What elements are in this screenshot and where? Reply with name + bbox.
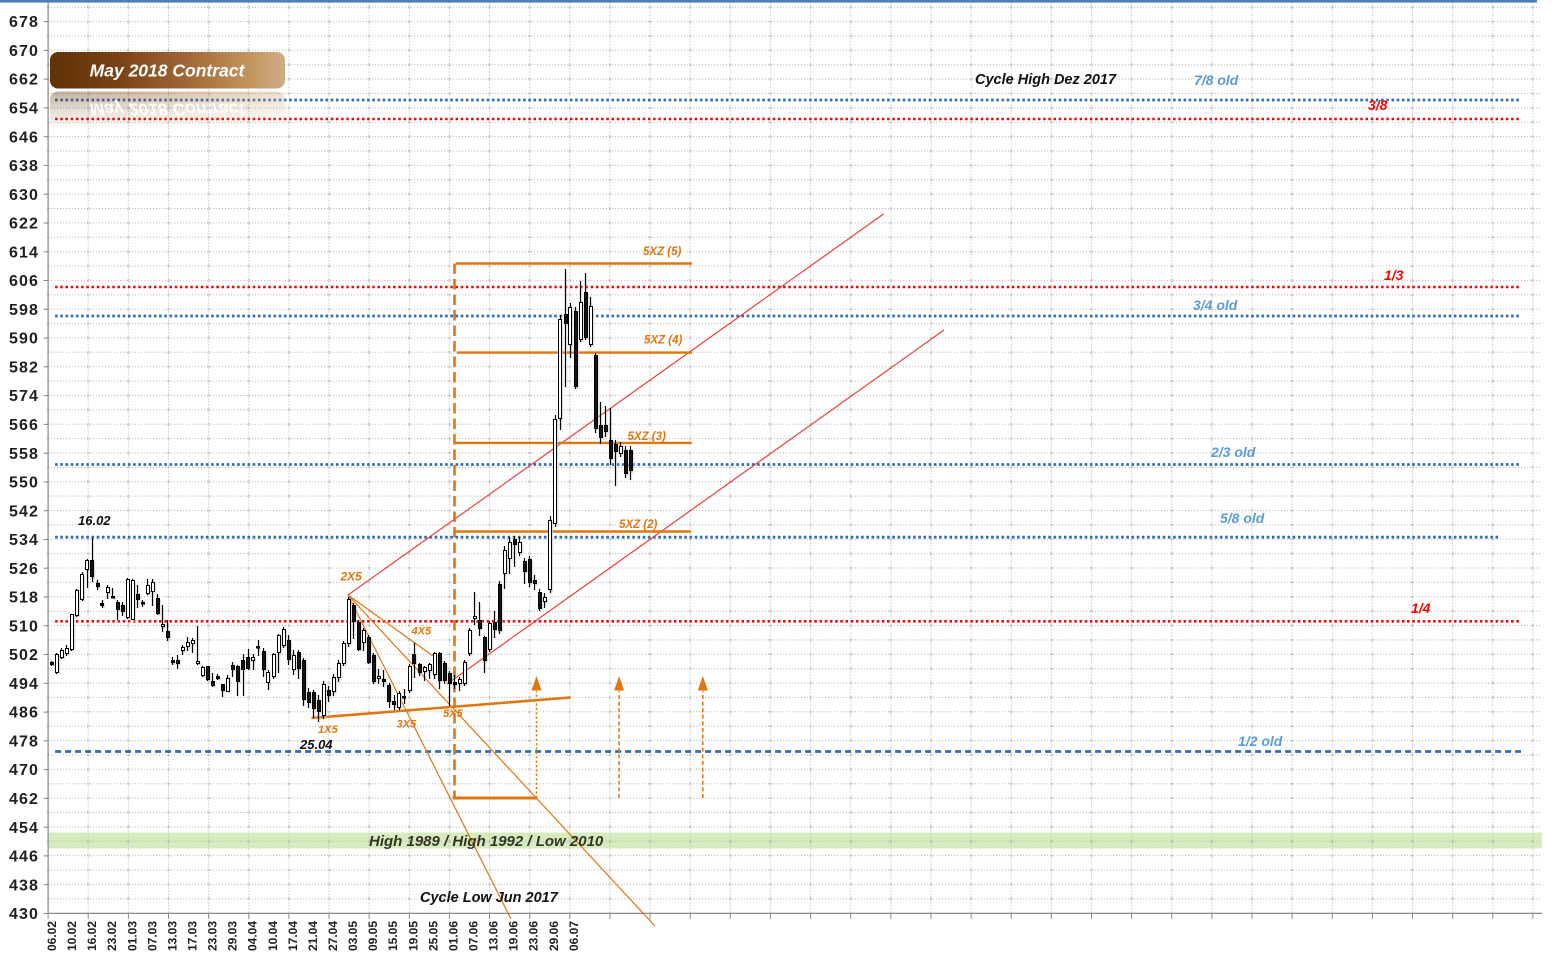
svg-text:7/8 old: 7/8 old	[1194, 72, 1239, 88]
svg-text:478: 478	[9, 734, 39, 751]
svg-text:Cycle Low Jun 2017: Cycle Low Jun 2017	[420, 890, 559, 906]
svg-text:1/2 old: 1/2 old	[1238, 733, 1283, 749]
svg-text:2X5: 2X5	[340, 570, 363, 584]
svg-text:07.03: 07.03	[145, 921, 159, 951]
svg-text:10.04: 10.04	[266, 921, 280, 951]
svg-text:550: 550	[9, 475, 39, 492]
svg-text:606: 606	[9, 273, 39, 290]
svg-text:638: 638	[9, 158, 39, 175]
svg-text:486: 486	[9, 705, 39, 722]
svg-text:23.03: 23.03	[206, 921, 220, 951]
svg-text:622: 622	[9, 216, 39, 233]
svg-text:01.03: 01.03	[125, 921, 139, 951]
svg-text:Cycle High Dez 2017: Cycle High Dez 2017	[975, 72, 1117, 88]
svg-text:614: 614	[9, 244, 39, 261]
svg-text:430: 430	[9, 906, 39, 923]
svg-text:27.04: 27.04	[326, 921, 340, 951]
svg-text:446: 446	[9, 849, 39, 866]
svg-text:13.06: 13.06	[487, 921, 501, 951]
svg-text:470: 470	[9, 762, 39, 779]
svg-text:23.06: 23.06	[527, 921, 541, 951]
svg-text:5XZ (3): 5XZ (3)	[628, 431, 667, 443]
svg-text:3X5: 3X5	[397, 719, 417, 731]
svg-text:510: 510	[9, 618, 39, 635]
svg-text:07.06: 07.06	[467, 921, 481, 951]
svg-text:17.04: 17.04	[286, 921, 300, 951]
svg-text:494: 494	[9, 676, 39, 693]
svg-text:May 2018 Contract: May 2018 Contract	[90, 100, 246, 120]
svg-text:1/4: 1/4	[1411, 600, 1431, 616]
svg-text:19.05: 19.05	[406, 921, 420, 951]
svg-text:10.02: 10.02	[65, 921, 79, 951]
svg-text:574: 574	[9, 388, 39, 405]
svg-text:06.07: 06.07	[567, 921, 581, 951]
svg-text:662: 662	[9, 72, 39, 89]
svg-text:526: 526	[9, 561, 39, 578]
svg-text:462: 462	[9, 791, 39, 808]
svg-text:502: 502	[9, 647, 39, 664]
svg-text:High 1989 / High 1992 / Low 20: High 1989 / High 1992 / Low 2010	[369, 833, 604, 850]
svg-text:13.03: 13.03	[165, 921, 179, 951]
svg-text:25.04: 25.04	[299, 737, 333, 752]
svg-text:16.02: 16.02	[85, 921, 99, 951]
svg-text:06.02: 06.02	[45, 921, 59, 951]
svg-text:3/4 old: 3/4 old	[1193, 297, 1238, 313]
svg-text:16.02: 16.02	[78, 513, 111, 528]
svg-text:654: 654	[9, 101, 39, 118]
svg-text:2/3 old: 2/3 old	[1210, 444, 1256, 460]
svg-text:5XZ (4): 5XZ (4)	[644, 335, 683, 347]
svg-text:590: 590	[9, 331, 39, 348]
svg-text:582: 582	[9, 359, 39, 376]
svg-text:25.05: 25.05	[426, 921, 440, 951]
svg-text:21.04: 21.04	[306, 921, 320, 951]
svg-text:1X5: 1X5	[318, 724, 338, 736]
svg-text:542: 542	[9, 503, 39, 520]
svg-text:May 2018 Contract: May 2018 Contract	[90, 61, 246, 81]
svg-text:5XZ (2): 5XZ (2)	[619, 519, 658, 531]
svg-text:5X5: 5X5	[443, 708, 463, 720]
svg-text:438: 438	[9, 877, 39, 894]
svg-text:5XZ (5): 5XZ (5)	[643, 246, 682, 258]
svg-text:03.05: 03.05	[346, 921, 360, 951]
svg-text:1/3: 1/3	[1384, 267, 1404, 283]
svg-text:670: 670	[9, 43, 39, 60]
svg-text:3/8: 3/8	[1368, 97, 1388, 113]
svg-text:29.06: 29.06	[547, 921, 561, 951]
svg-text:19.06: 19.06	[507, 921, 521, 951]
svg-text:15.05: 15.05	[386, 921, 400, 951]
svg-text:5/8 old: 5/8 old	[1220, 510, 1265, 526]
svg-text:630: 630	[9, 187, 39, 204]
svg-text:17.03: 17.03	[186, 921, 200, 951]
svg-text:646: 646	[9, 129, 39, 146]
svg-text:04.04: 04.04	[246, 921, 260, 951]
svg-text:518: 518	[9, 590, 39, 607]
svg-text:678: 678	[9, 14, 39, 31]
svg-text:558: 558	[9, 446, 39, 463]
svg-text:01.06: 01.06	[446, 921, 460, 951]
svg-text:29.03: 29.03	[226, 921, 240, 951]
svg-text:23.02: 23.02	[105, 921, 119, 951]
svg-text:534: 534	[9, 532, 39, 549]
svg-text:454: 454	[9, 820, 39, 837]
svg-text:566: 566	[9, 417, 39, 434]
svg-text:4X5: 4X5	[411, 626, 432, 638]
svg-text:598: 598	[9, 302, 39, 319]
svg-text:09.05: 09.05	[366, 921, 380, 951]
